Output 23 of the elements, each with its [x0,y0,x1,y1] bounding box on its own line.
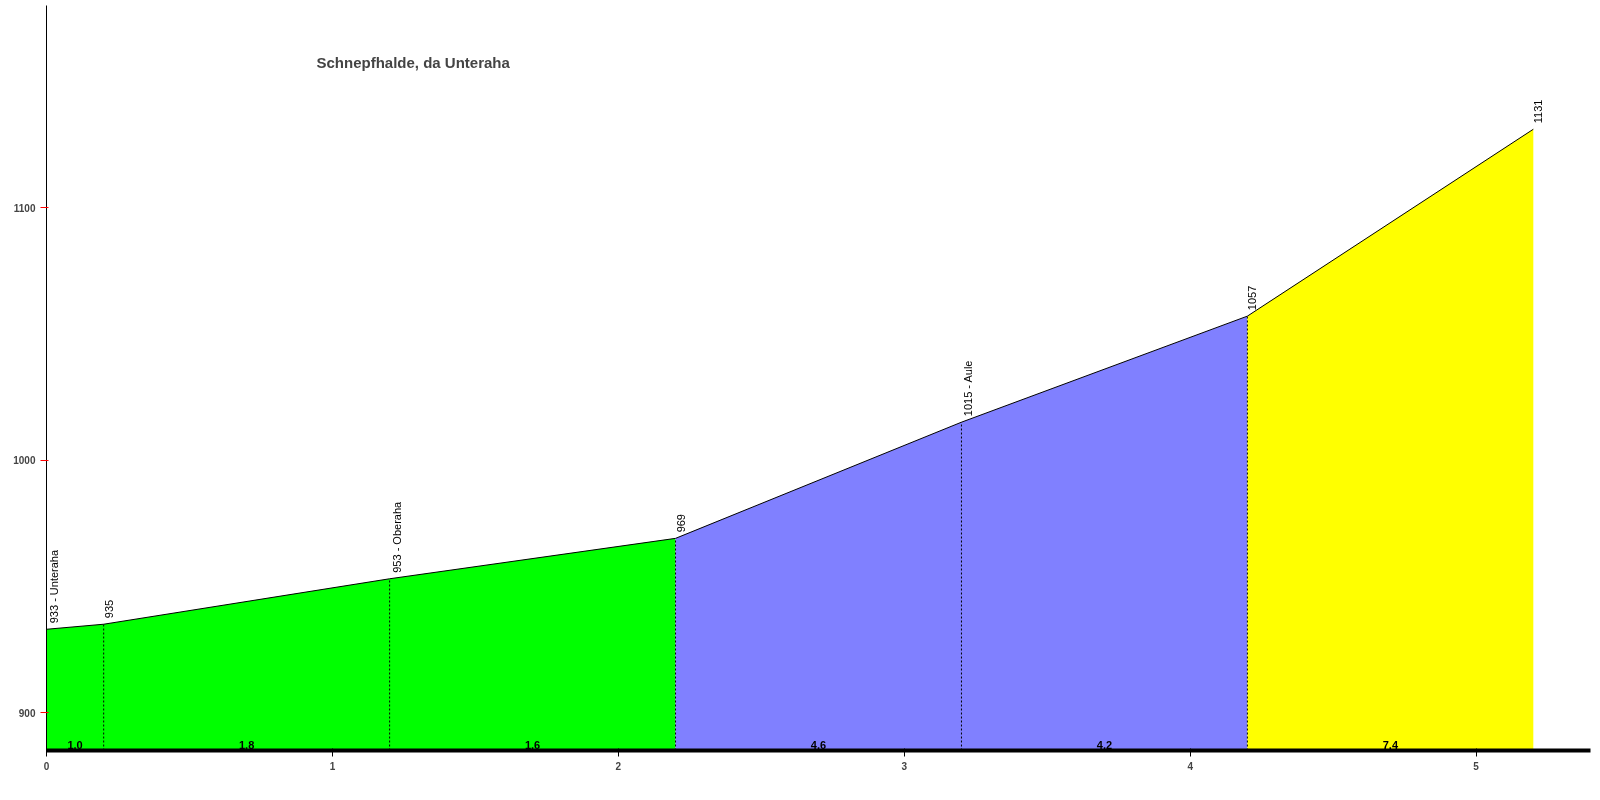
x-tick-label: 5 [1473,760,1480,772]
annotation: 7,4 [1382,738,1399,751]
x-tick-label: 4 [1187,760,1194,772]
y-tick-label: 900 [18,707,36,719]
x-tick-label: 1 [329,760,336,772]
data-label: 1131 [1532,99,1545,124]
data-label: 1015 - Aule [962,360,975,417]
annotation: 1,8 [239,738,255,751]
x-tick-label: 2 [615,760,622,772]
annotation: 4,6 [810,738,827,751]
annotation: 4,2 [1096,738,1113,751]
x-tick-label: 3 [901,760,908,772]
data-label: 969 [674,514,687,533]
data-label: 935 [102,599,115,619]
y-tick-label: 1100 [13,202,36,214]
data-label: 953 - Oberaha [390,500,403,573]
x-tick-label: 0 [43,760,50,772]
annotation: 1,6 [524,738,541,751]
data-label: 933 - Unteraha [47,549,60,624]
y-tick-label: 1000 [13,455,36,467]
annotation: 1,0 [67,738,83,751]
text: Schnepfhalde, da Unteraha [316,53,511,71]
data-label: 1057 [1246,285,1259,311]
